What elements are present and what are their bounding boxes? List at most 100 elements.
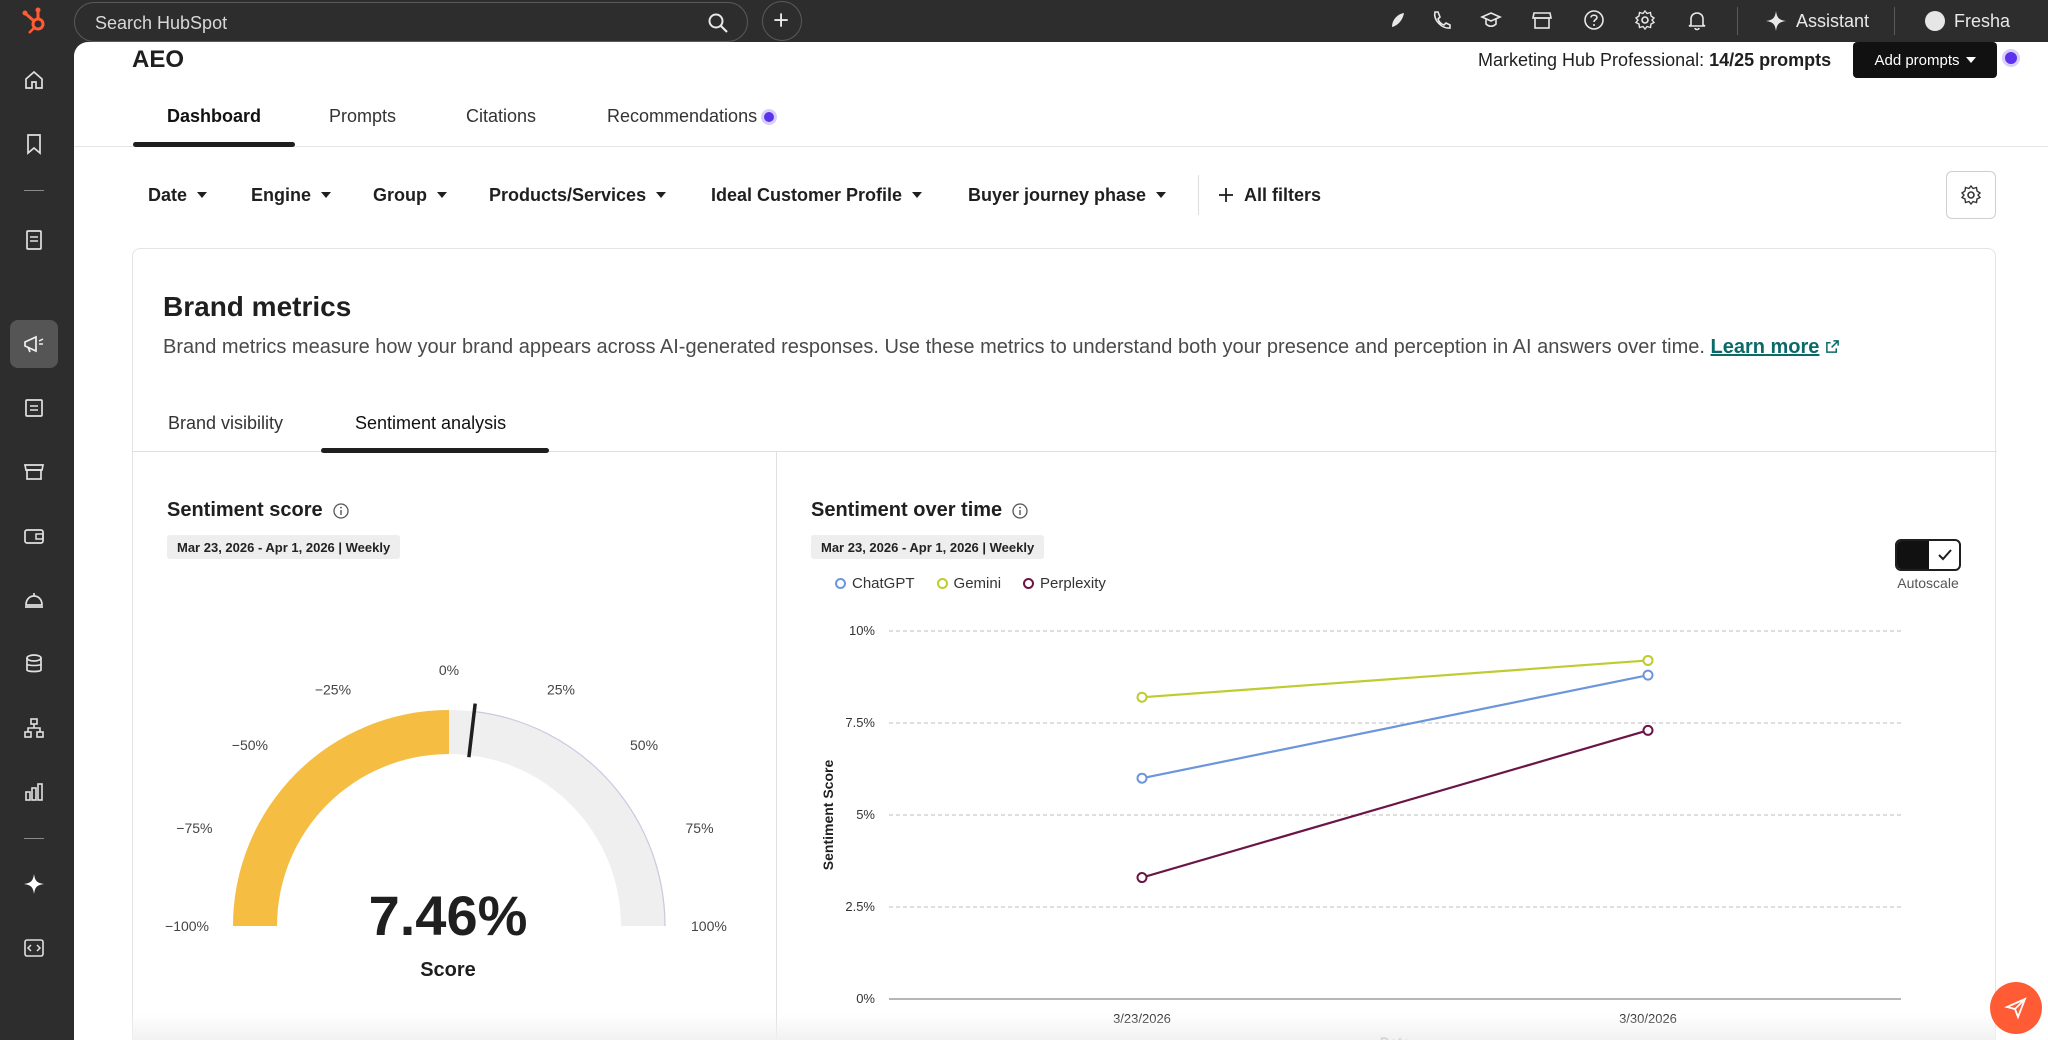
tab-prompts[interactable]: Prompts [329,106,397,126]
home-icon[interactable] [22,68,46,92]
column-divider [776,452,777,1040]
filter-label: Buyer journey phase [968,184,1147,205]
filter-buyer-journey-phase[interactable]: Buyer journey phase [968,173,1167,217]
assistant-button[interactable]: Assistant [1765,9,1869,33]
tab-citations[interactable]: Citations [466,106,537,126]
filter-products-services[interactable]: Products/Services [489,173,667,217]
page-title: AEO [132,46,185,73]
filter-date[interactable]: Date [148,173,208,217]
content-icon[interactable] [22,396,46,420]
account-menu[interactable]: Fresha [1925,9,2010,33]
plus-icon [1219,188,1233,202]
academy-icon[interactable] [1480,9,1502,31]
tab-recommendations[interactable]: Recommendations [607,106,758,126]
status-dot [2002,49,2020,67]
left-sidebar [0,42,70,1040]
data-point-gemini [1136,691,1148,703]
filter-ideal-customer-profile[interactable]: Ideal Customer Profile [711,173,923,217]
gauge-tick-label: 100% [691,918,727,934]
filter-label: Engine [251,184,312,205]
nav-separator [24,838,44,839]
divider [1894,7,1895,35]
active-nav-highlight [10,320,58,368]
contacts-icon[interactable] [22,228,46,252]
sentiment-over-time-title: Sentiment over time [811,499,1003,521]
reporting-icon[interactable] [22,780,46,804]
gauge-tick-label: −75% [176,820,212,836]
filter-label: Products/Services [489,184,647,205]
sparkle-icon [1766,11,1786,31]
filter-engine[interactable]: Engine [251,173,332,217]
tab-sentiment-analysis[interactable]: Sentiment analysis [355,413,507,433]
date-range-chip: Mar 23, 2026 - Apr 1, 2026 | Weekly [167,535,401,559]
sentiment-over-time-header: Sentiment over time [811,499,1028,522]
bookmark-icon[interactable] [22,132,46,156]
feedback-button[interactable] [1990,982,2042,1034]
y-tick-label: 7.5% [845,715,875,730]
gauge-fill [233,710,449,926]
gauge-needle [467,703,477,758]
sentiment-line-chart: 0%2.5%5%7.5%10%3/23/20263/30/2026DateSen… [820,623,1901,1040]
sparkle-leaf-icon[interactable] [1386,9,1408,31]
help-icon[interactable] [1583,9,1605,31]
gauge-tick-label: 75% [686,820,714,836]
gauge-tick-label: −25% [315,681,351,697]
filter-divider [1198,175,1199,215]
divider [1737,7,1738,35]
ai-icon[interactable] [22,872,46,896]
service-icon[interactable] [22,588,46,612]
hubspot-logo-icon[interactable] [20,6,50,36]
notification-dot [761,109,777,125]
sub-tabs-divider [133,451,1997,452]
gauge-tick-label: 25% [547,681,575,697]
marketplace-icon[interactable] [1531,9,1553,31]
tab-dashboard[interactable]: Dashboard [167,106,262,126]
commerce-icon[interactable] [22,460,46,484]
marketing-icon[interactable] [22,332,46,356]
info-icon[interactable] [1012,502,1028,519]
gauge-tick-label: 50% [630,737,658,753]
gauge-tick-label: −50% [232,737,268,753]
all-filters-button[interactable]: All filters [1218,173,1321,217]
autoscale-toggle[interactable] [1895,539,1961,571]
data-point-chatgpt [1136,772,1148,784]
search-bar[interactable]: Search HubSpot [74,2,748,42]
toggle-knob [1897,541,1929,569]
sentiment-score-title: Sentiment score [167,499,323,521]
sentiment-score-label: Score [420,959,476,981]
notifications-icon[interactable] [1686,9,1708,31]
phone-icon[interactable] [1430,9,1452,31]
wallet-icon[interactable] [22,524,46,548]
plan-usage: Marketing Hub Professional: 14/25 prompt… [1478,50,1831,71]
chart-legend: ChatGPT Gemini Perplexity [835,575,1106,592]
create-new-button[interactable] [762,1,802,41]
active-sub-tab-indicator [321,448,549,453]
autoscale-label: Autoscale [1897,575,1959,591]
data-icon[interactable] [22,652,46,676]
dashboard-settings-button[interactable] [1946,171,1996,219]
filter-group[interactable]: Group [373,173,447,217]
settings-icon[interactable] [1634,9,1656,31]
legend-label: Gemini [953,575,1002,592]
nav-separator [24,190,44,191]
gauge-chart: −100% −75% −50% −25% 0% 25% 50% 75% 100% [165,662,727,934]
legend-item-chatgpt[interactable]: ChatGPT [835,575,915,592]
external-link-icon[interactable] [1825,339,1840,354]
series-line-chatgpt [1141,674,1649,780]
info-icon[interactable] [332,502,349,519]
tabs-divider [74,146,2048,147]
search-icon[interactable] [707,12,729,34]
tab-brand-visibility[interactable]: Brand visibility [168,413,284,433]
y-tick-label: 5% [856,807,875,822]
developer-icon[interactable] [22,936,46,960]
search-input[interactable]: Search HubSpot [95,13,228,33]
chevron-down-icon [197,192,208,198]
chevron-down-icon [912,192,923,198]
legend-item-perplexity[interactable]: Perplexity [1023,575,1106,592]
learn-more-link[interactable]: Learn more [1710,336,1820,358]
automation-icon[interactable] [22,716,46,740]
legend-item-gemini[interactable]: Gemini [936,575,1002,592]
add-prompts-button[interactable]: Add prompts [1853,42,1997,78]
y-axis-title: Sentiment Score [820,760,836,871]
brand-metrics-card: Brand metrics Brand metrics measure how … [132,248,1997,1040]
